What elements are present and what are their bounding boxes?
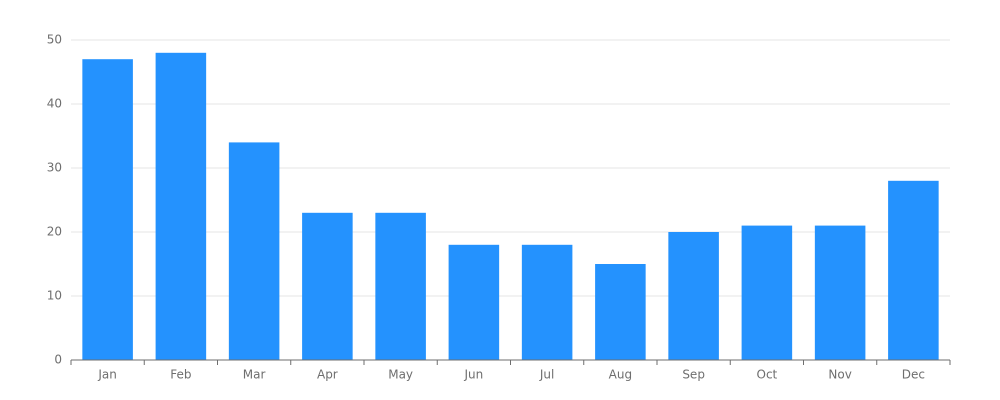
y-tick-label: 0 [54,353,62,367]
x-tick-label: Sep [682,368,705,382]
y-tick-label: 10 [47,289,62,303]
bar [448,244,500,360]
x-tick-label: May [388,368,413,382]
y-tick-label: 40 [47,97,62,111]
bar [668,232,719,360]
y-tick-label: 30 [47,161,62,175]
x-tick-label: Mar [243,368,266,382]
x-tick-label: Jun [464,368,484,382]
bar [228,142,280,360]
bar [82,59,133,360]
y-tick-label: 20 [47,225,62,239]
bar [741,225,793,360]
x-tick-label: Oct [757,368,778,382]
y-tick-label: 50 [47,33,62,47]
x-tick-label: Aug [609,368,632,382]
x-tick-label: Feb [170,368,191,382]
x-tick-label: Nov [828,368,851,382]
bar [595,264,646,360]
bar [888,180,939,360]
bar [375,212,426,360]
bar [155,52,207,361]
x-tick-label: Apr [317,368,338,382]
bar [302,212,353,360]
bar [814,225,866,360]
bar [521,244,573,360]
x-tick-label: Jul [539,368,554,382]
x-tick-label: Dec [902,368,925,382]
x-tick-label: Jan [97,368,117,382]
